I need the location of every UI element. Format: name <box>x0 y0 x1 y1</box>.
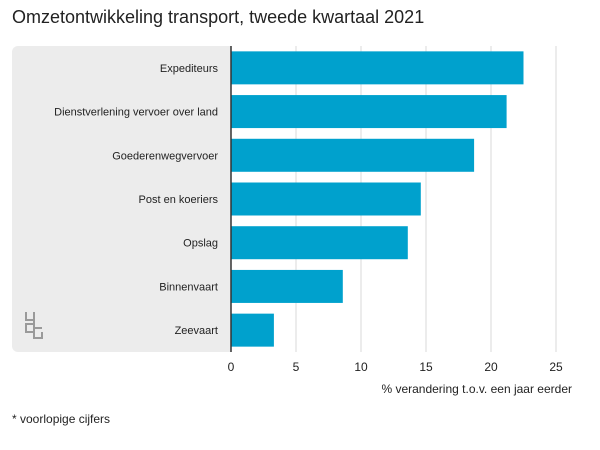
chart-title: Omzetontwikkeling transport, tweede kwar… <box>12 7 425 27</box>
bar <box>231 51 524 85</box>
category-label: Dienstverlening vervoer over land <box>54 107 218 119</box>
x-axis-label: % verandering t.o.v. een jaar eerder <box>381 382 572 396</box>
category-label: Opslag <box>183 238 218 250</box>
category-label: Zeevaart <box>175 325 218 337</box>
category-label: Goederenwegvervoer <box>112 150 218 162</box>
bar <box>231 313 274 347</box>
footnote: * voorlopige cijfers <box>12 412 111 426</box>
x-tick-label: 0 <box>228 360 235 374</box>
x-tick-label: 15 <box>419 360 433 374</box>
cbs-logo-icon <box>25 312 43 339</box>
bar <box>231 226 408 260</box>
category-label-panel <box>12 46 231 352</box>
category-label: Post en koeriers <box>139 194 219 206</box>
bar <box>231 182 421 216</box>
x-tick-label: 5 <box>293 360 300 374</box>
bar <box>231 269 343 303</box>
category-label: Binnenvaart <box>159 281 218 293</box>
x-tick-label: 20 <box>484 360 498 374</box>
x-tick-label: 25 <box>549 360 563 374</box>
category-label: Expediteurs <box>160 63 219 75</box>
x-tick-label: 10 <box>354 360 368 374</box>
bar <box>231 95 507 129</box>
bar <box>231 138 475 172</box>
